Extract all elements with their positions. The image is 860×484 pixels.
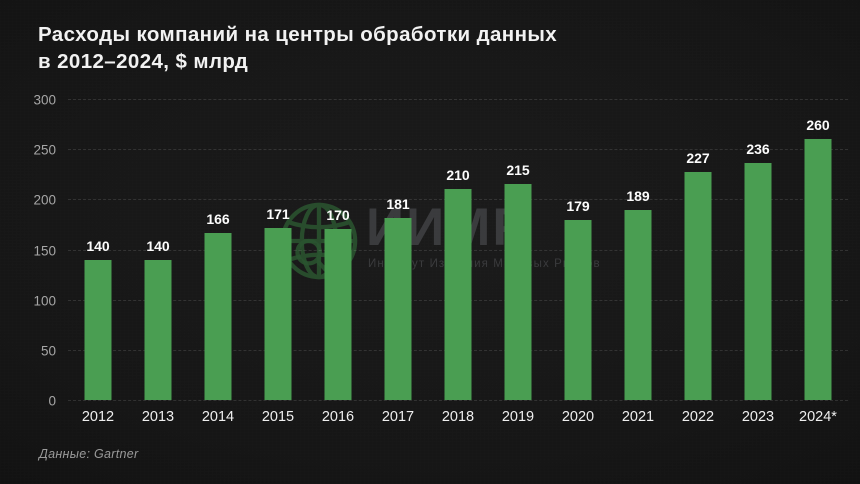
page-title-line-1: Расходы компаний на центры обработки дан… bbox=[38, 23, 558, 46]
bar[interactable] bbox=[264, 228, 292, 400]
bar[interactable] bbox=[84, 259, 112, 400]
gridline: 300 bbox=[33, 93, 848, 108]
bar-group[interactable]: 170 2016 bbox=[308, 99, 368, 425]
bar[interactable] bbox=[324, 229, 352, 400]
bar-group[interactable]: 260 2024* bbox=[788, 99, 848, 425]
bar-series: 140 2012 140 2013 166 2014 171 2015 170 2016 181 20… bbox=[68, 99, 848, 425]
x-axis-tick-label: 2013 bbox=[141, 409, 175, 425]
bar-group[interactable]: 181 2017 bbox=[368, 99, 428, 425]
bar-value-label: 227 bbox=[686, 150, 710, 167]
y-axis-tick-label: 250 bbox=[33, 142, 56, 158]
bar[interactable] bbox=[204, 233, 232, 400]
bar-group[interactable]: 171 2015 bbox=[248, 99, 308, 425]
bar-group[interactable]: 210 2018 bbox=[428, 99, 488, 425]
bar[interactable] bbox=[564, 220, 592, 400]
x-axis-tick-label: 2021 bbox=[621, 409, 655, 425]
bar-value-label: 166 bbox=[206, 211, 230, 228]
bar-value-label: 140 bbox=[86, 237, 110, 254]
bar-group[interactable]: 140 2012 bbox=[68, 99, 128, 425]
bar[interactable] bbox=[804, 139, 832, 400]
x-axis-tick-label: 2017 bbox=[381, 409, 415, 425]
bar[interactable] bbox=[684, 172, 712, 400]
bar-value-label: 181 bbox=[386, 196, 410, 213]
x-axis-tick-label: 2016 bbox=[321, 409, 355, 425]
x-axis-tick-label: 2024* bbox=[799, 409, 837, 425]
bar-group[interactable]: 179 2020 bbox=[548, 99, 608, 425]
x-axis-tick-label: 2015 bbox=[261, 409, 295, 425]
bar-group[interactable]: 236 2023 bbox=[728, 99, 788, 425]
bar-group[interactable]: 227 2022 bbox=[668, 99, 728, 425]
x-axis-tick-label: 2023 bbox=[741, 409, 775, 425]
page-title-line-2: в 2012–2024, $ млрд bbox=[38, 50, 249, 73]
x-axis-tick-label: 2019 bbox=[501, 409, 535, 425]
y-axis-tick-label: 300 bbox=[33, 92, 56, 108]
x-axis-tick-label: 2018 bbox=[441, 409, 475, 425]
bar-value-label: 171 bbox=[266, 206, 290, 223]
y-axis-tick-label: 150 bbox=[33, 243, 56, 258]
bar-value-label: 179 bbox=[566, 198, 590, 215]
gridline: 0 bbox=[48, 394, 848, 409]
source-note: Данные: Gartner bbox=[39, 447, 139, 461]
bar[interactable] bbox=[744, 163, 772, 400]
bar-group[interactable]: 166 2014 bbox=[188, 99, 248, 425]
x-axis-tick-label: 2012 bbox=[81, 409, 115, 425]
bar-group[interactable]: 215 2019 bbox=[488, 99, 548, 425]
bar-value-label: 189 bbox=[626, 188, 650, 205]
bar-group[interactable]: 189 2021 bbox=[608, 99, 668, 425]
gridline: 250 bbox=[33, 143, 848, 158]
y-axis-tick-label: 0 bbox=[48, 393, 56, 409]
y-axis-tick-label: 200 bbox=[33, 192, 56, 208]
bar[interactable] bbox=[504, 184, 532, 400]
bar-value-label: 215 bbox=[506, 162, 530, 179]
x-axis-tick-label: 2014 bbox=[201, 409, 235, 425]
x-axis-tick-label: 2020 bbox=[561, 409, 595, 425]
bar[interactable] bbox=[624, 210, 652, 400]
bar-value-label: 140 bbox=[146, 237, 170, 254]
bar-group[interactable]: 140 2013 bbox=[128, 99, 188, 425]
bar-value-label: 170 bbox=[326, 207, 350, 224]
y-axis-tick-label: 100 bbox=[33, 293, 56, 309]
bar-value-label: 210 bbox=[446, 167, 470, 184]
bar[interactable] bbox=[444, 189, 472, 400]
y-axis-tick-label: 50 bbox=[40, 343, 56, 359]
bar-value-label: 260 bbox=[806, 117, 830, 134]
x-axis-tick-label: 2022 bbox=[681, 409, 715, 425]
bar-value-label: 236 bbox=[746, 141, 770, 158]
bar[interactable] bbox=[144, 259, 172, 400]
plot-area: 0 50 100 150 200 250 300 140 2012 140 2013 166 2014… bbox=[33, 93, 848, 425]
page-title: Расходы компаний на центры обработки дан… bbox=[38, 21, 738, 75]
bar[interactable] bbox=[384, 218, 412, 400]
